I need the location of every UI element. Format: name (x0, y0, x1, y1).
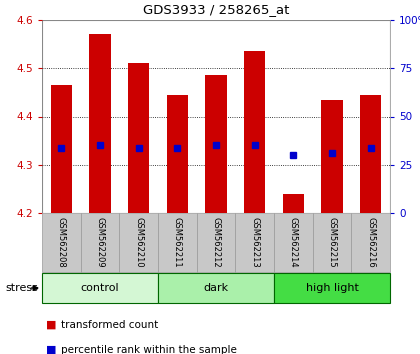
Bar (283, 194, 304, 213)
Bar (51, 85, 72, 213)
Text: GSM562210: GSM562210 (134, 217, 143, 268)
Text: control: control (81, 283, 119, 293)
Bar (321, 99, 343, 213)
Text: ■: ■ (46, 320, 57, 330)
Bar (197, 213, 235, 272)
Bar (312, 213, 352, 272)
Text: GSM562214: GSM562214 (289, 217, 298, 268)
Text: GSM562212: GSM562212 (212, 217, 220, 268)
Bar (352, 213, 390, 272)
Bar (158, 273, 274, 303)
Text: GSM562209: GSM562209 (95, 217, 105, 268)
Bar (244, 51, 265, 213)
Bar (167, 95, 188, 213)
Text: dark: dark (203, 283, 228, 293)
Bar (360, 95, 381, 213)
Text: GSM562208: GSM562208 (57, 217, 66, 268)
Text: GSM562213: GSM562213 (250, 217, 259, 268)
Bar (119, 213, 158, 272)
Bar (205, 75, 227, 213)
Bar (89, 34, 110, 213)
Text: GSM562215: GSM562215 (328, 217, 336, 268)
Bar (42, 273, 158, 303)
Text: high light: high light (306, 283, 358, 293)
Text: percentile rank within the sample: percentile rank within the sample (61, 345, 237, 354)
Bar (274, 273, 390, 303)
Bar (235, 213, 274, 272)
Bar (274, 213, 312, 272)
Text: ■: ■ (46, 345, 57, 354)
Bar (128, 63, 149, 213)
Text: stress: stress (5, 283, 38, 293)
Text: GSM562216: GSM562216 (366, 217, 375, 268)
Bar (42, 213, 81, 272)
Text: GSM562211: GSM562211 (173, 217, 182, 268)
Title: GDS3933 / 258265_at: GDS3933 / 258265_at (143, 3, 289, 16)
Bar (158, 213, 197, 272)
Bar (81, 213, 119, 272)
Text: transformed count: transformed count (61, 320, 158, 330)
